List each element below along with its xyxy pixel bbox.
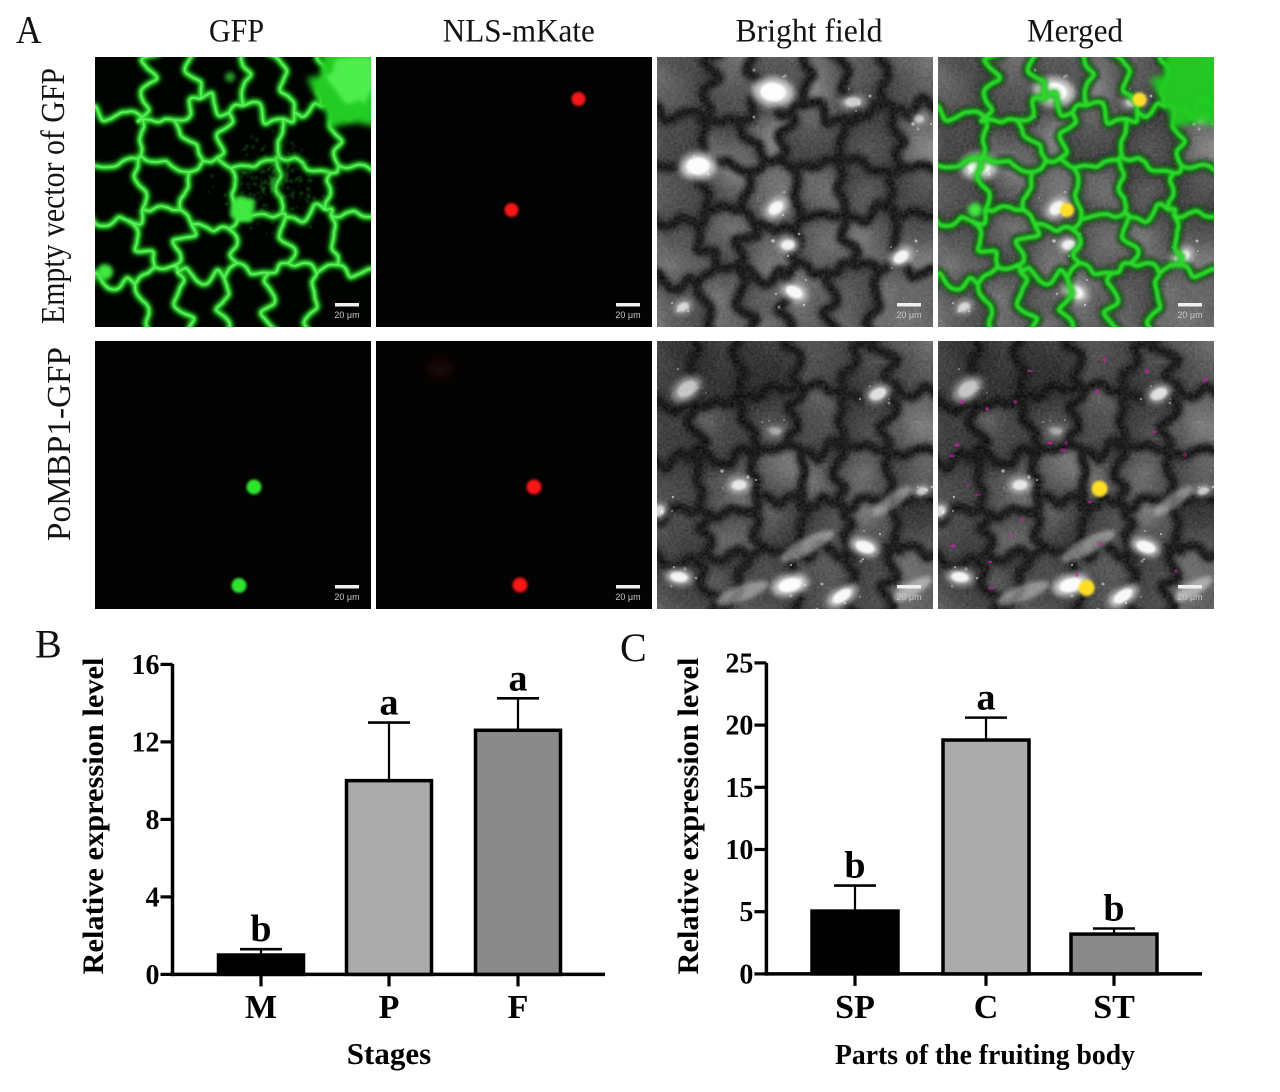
svg-text:4: 4: [146, 882, 160, 913]
svg-text:b: b: [844, 845, 865, 887]
svg-text:20 μm: 20 μm: [334, 310, 359, 320]
svg-text:Bright field: Bright field: [736, 14, 883, 50]
svg-text:16: 16: [132, 650, 160, 681]
svg-text:15: 15: [725, 773, 753, 804]
svg-text:20 μm: 20 μm: [1177, 592, 1202, 602]
svg-text:B: B: [35, 622, 62, 667]
svg-text:12: 12: [132, 727, 160, 758]
svg-text:a: a: [977, 677, 996, 719]
svg-text:SP: SP: [835, 989, 875, 1026]
svg-text:C: C: [974, 989, 999, 1026]
svg-text:0: 0: [146, 960, 160, 991]
svg-text:20 μm: 20 μm: [1177, 310, 1202, 320]
svg-text:20 μm: 20 μm: [896, 592, 921, 602]
svg-text:P: P: [379, 989, 400, 1026]
svg-text:C: C: [620, 625, 647, 670]
svg-text:Stages: Stages: [347, 1036, 431, 1071]
svg-text:M: M: [245, 989, 277, 1026]
svg-text:a: a: [509, 657, 528, 699]
svg-text:b: b: [250, 908, 271, 950]
svg-text:8: 8: [146, 805, 160, 836]
svg-text:GFP: GFP: [209, 14, 264, 50]
svg-text:PoMBP1-GFP: PoMBP1-GFP: [41, 347, 78, 541]
svg-text:b: b: [1103, 887, 1124, 929]
svg-text:20 μm: 20 μm: [896, 310, 921, 320]
svg-text:Empty vector of GFP: Empty vector of GFP: [35, 68, 72, 324]
svg-text:Parts of the fruiting body: Parts of the fruiting body: [835, 1039, 1135, 1071]
svg-text:20: 20: [725, 711, 753, 742]
svg-text:a: a: [380, 682, 399, 724]
svg-text:Relative expression level: Relative expression level: [672, 658, 705, 975]
svg-text:Relative expression level: Relative expression level: [77, 658, 110, 975]
svg-text:Merged: Merged: [1027, 14, 1123, 50]
svg-text:NLS-mKate: NLS-mKate: [443, 14, 595, 50]
svg-text:20 μm: 20 μm: [334, 592, 359, 602]
svg-text:20 μm: 20 μm: [615, 592, 640, 602]
svg-text:25: 25: [725, 648, 753, 679]
svg-text:0: 0: [739, 959, 753, 990]
svg-text:10: 10: [725, 835, 753, 866]
svg-text:5: 5: [739, 897, 753, 928]
svg-text:A: A: [16, 9, 42, 52]
svg-text:20 μm: 20 μm: [615, 310, 640, 320]
svg-text:ST: ST: [1093, 989, 1135, 1026]
svg-text:F: F: [508, 989, 529, 1026]
